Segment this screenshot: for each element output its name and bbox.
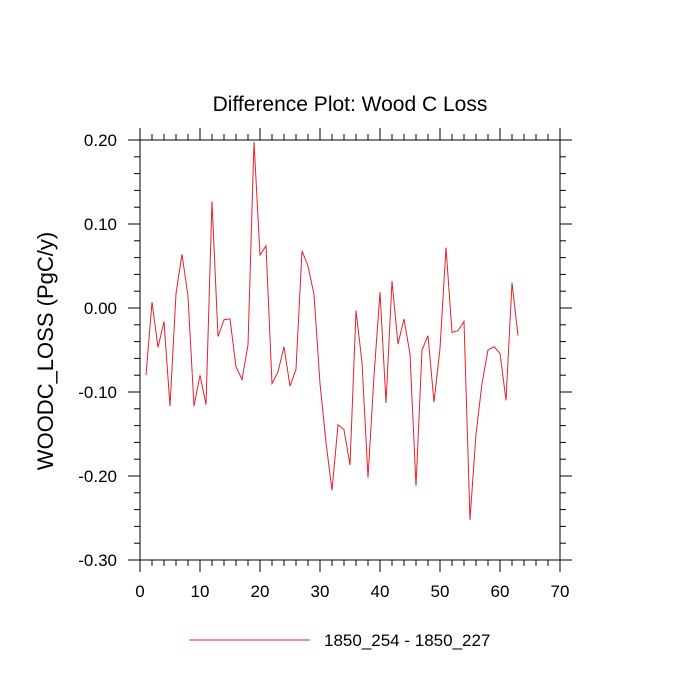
data-point xyxy=(319,383,320,384)
x-tick-label: 0 xyxy=(135,582,144,601)
data-point xyxy=(295,369,296,370)
data-point xyxy=(457,330,458,331)
data-point xyxy=(217,336,218,337)
chart-title: Difference Plot: Wood C Loss xyxy=(213,93,488,116)
data-point xyxy=(151,302,152,303)
data-point xyxy=(187,296,188,297)
data-point xyxy=(481,383,482,384)
data-point xyxy=(265,245,266,246)
data-point xyxy=(511,282,512,283)
data-point xyxy=(205,404,206,405)
data-point xyxy=(499,353,500,354)
data-point xyxy=(433,401,434,402)
data-point xyxy=(379,291,380,292)
data-point xyxy=(145,375,146,376)
data-point xyxy=(463,321,464,322)
x-tick-label: 50 xyxy=(431,582,450,601)
data-point xyxy=(487,349,488,350)
data-point xyxy=(301,250,302,251)
data-point xyxy=(229,318,230,319)
data-point xyxy=(367,477,368,478)
series-layer xyxy=(145,141,519,520)
data-point xyxy=(403,318,404,319)
y-tick-label: -0.10 xyxy=(78,383,117,402)
data-point xyxy=(331,490,332,491)
data-point xyxy=(199,375,200,376)
data-point xyxy=(235,366,236,367)
y-tick-label: 0.10 xyxy=(84,215,117,234)
x-tick-label: 20 xyxy=(251,582,270,601)
data-point xyxy=(421,349,422,350)
y-axis: 0.20 0.10 0.00 -0.10 -0.20 -0.30 xyxy=(78,131,572,570)
x-tick-label: 70 xyxy=(551,582,570,601)
data-point xyxy=(325,442,326,443)
data-point xyxy=(355,310,356,311)
data-point xyxy=(343,429,344,430)
y-tick-label: -0.20 xyxy=(78,467,117,486)
data-point xyxy=(337,424,338,425)
data-point xyxy=(169,406,170,407)
data-point xyxy=(445,247,446,248)
data-point xyxy=(271,383,272,384)
data-point xyxy=(313,294,314,295)
x-tick-label: 10 xyxy=(191,582,210,601)
data-point xyxy=(289,386,290,387)
x-tick-label: 40 xyxy=(371,582,390,601)
y-tick-label: -0.30 xyxy=(78,551,117,570)
data-point xyxy=(475,433,476,434)
data-point xyxy=(361,362,362,363)
data-point xyxy=(385,402,386,403)
x-tick-label: 60 xyxy=(491,582,510,601)
data-point xyxy=(451,332,452,333)
data-point xyxy=(181,254,182,255)
plot-border xyxy=(139,139,561,561)
data-point xyxy=(241,379,242,380)
data-point xyxy=(349,464,350,465)
data-point xyxy=(439,348,440,349)
data-point xyxy=(193,406,194,407)
data-point xyxy=(391,281,392,282)
data-point xyxy=(373,375,374,376)
data-point xyxy=(427,335,428,336)
data-point xyxy=(415,485,416,486)
data-point xyxy=(157,347,158,348)
y-tick-label: 0.20 xyxy=(84,131,117,150)
data-point xyxy=(469,519,470,520)
data-point xyxy=(277,371,278,372)
legend: 1850_254 - 1850_227 xyxy=(189,631,490,650)
data-point xyxy=(163,321,164,322)
x-axis: 0 10 20 30 40 50 60 70 xyxy=(135,128,569,601)
data-point xyxy=(517,335,518,336)
x-tick-label: 30 xyxy=(311,582,330,601)
data-point xyxy=(247,344,248,345)
data-point xyxy=(211,201,212,202)
data-point xyxy=(283,346,284,347)
data-point xyxy=(409,354,410,355)
series-line xyxy=(145,141,519,520)
y-axis-label: WOODC_LOSS (PgC/y) xyxy=(33,232,58,470)
data-point xyxy=(397,344,398,345)
y-tick-label: 0.00 xyxy=(84,299,117,318)
data-point xyxy=(505,400,506,401)
data-point xyxy=(175,293,176,294)
legend-label: 1850_254 - 1850_227 xyxy=(324,631,490,650)
data-point xyxy=(307,265,308,266)
data-point xyxy=(493,346,494,347)
data-point xyxy=(253,141,254,142)
data-point xyxy=(223,319,224,320)
data-point xyxy=(259,254,260,255)
plot-frame xyxy=(139,139,561,561)
